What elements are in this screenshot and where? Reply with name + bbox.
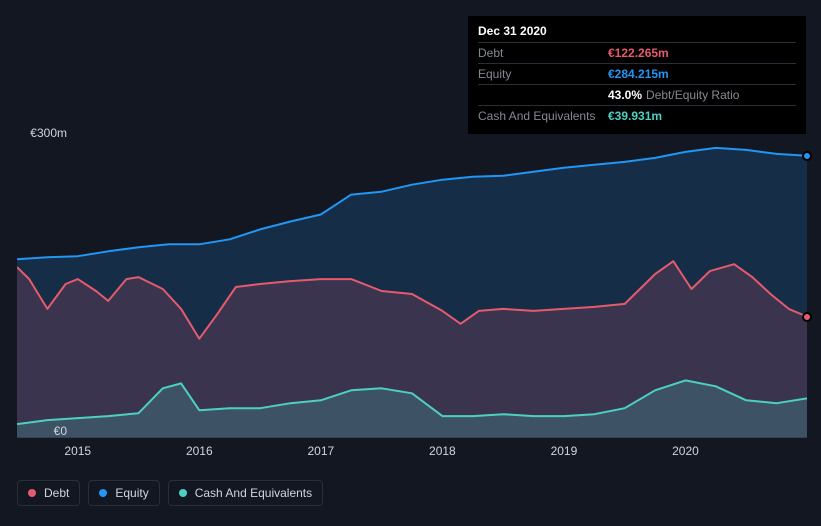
legend-item-debt[interactable]: Debt: [17, 480, 80, 506]
tooltip-row-label: Equity: [478, 67, 608, 81]
x-axis-label: 2015: [64, 444, 91, 458]
tooltip-row: 43.0%Debt/Equity Ratio: [478, 84, 796, 105]
legend: Debt Equity Cash And Equivalents: [17, 480, 323, 506]
x-axis-label: 2017: [307, 444, 334, 458]
legend-label: Debt: [44, 486, 69, 500]
legend-dot-icon: [179, 489, 187, 497]
tooltip-row: Debt€122.265m: [478, 42, 796, 63]
y-axis-label: €300m: [17, 126, 67, 140]
legend-label: Equity: [115, 486, 148, 500]
tooltip-row-value: €284.215m: [608, 67, 669, 81]
legend-label: Cash And Equivalents: [195, 486, 312, 500]
tooltip-row-label: Debt: [478, 46, 608, 60]
marker-equity: [802, 151, 812, 161]
tooltip-date: Dec 31 2020: [478, 22, 796, 42]
legend-item-equity[interactable]: Equity: [88, 480, 159, 506]
y-axis-label: €0: [17, 424, 67, 438]
tooltip-row-value: 43.0%Debt/Equity Ratio: [608, 88, 739, 102]
x-axis-label: 2018: [429, 444, 456, 458]
tooltip-panel: Dec 31 2020 Debt€122.265mEquity€284.215m…: [468, 16, 806, 134]
tooltip-row: Equity€284.215m: [478, 63, 796, 84]
legend-item-cash[interactable]: Cash And Equivalents: [168, 480, 323, 506]
marker-debt: [802, 312, 812, 322]
chart-plot[interactable]: [17, 140, 807, 438]
tooltip-row: Cash And Equivalents€39.931m: [478, 105, 796, 126]
tooltip-row-label: Cash And Equivalents: [478, 109, 608, 123]
tooltip-row-value: €39.931m: [608, 109, 662, 123]
tooltip-row-label: [478, 88, 608, 102]
x-axis-label: 2019: [551, 444, 578, 458]
legend-dot-icon: [28, 489, 36, 497]
x-axis-label: 2016: [186, 444, 213, 458]
legend-dot-icon: [99, 489, 107, 497]
tooltip-row-sublabel: Debt/Equity Ratio: [646, 88, 739, 102]
tooltip-row-value: €122.265m: [608, 46, 669, 60]
x-axis-label: 2020: [672, 444, 699, 458]
x-axis: 2015 2016 2017 2018 2019 2020: [17, 444, 807, 464]
